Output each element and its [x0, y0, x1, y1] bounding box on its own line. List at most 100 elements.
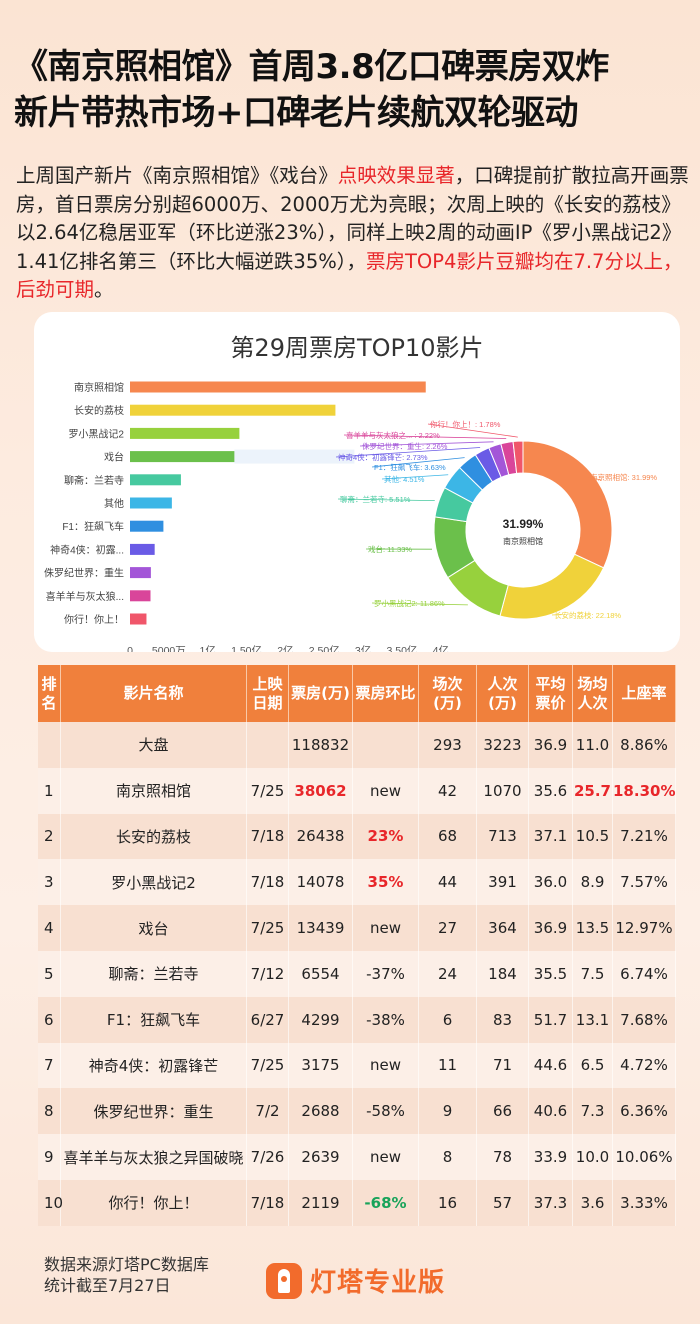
table-cell-occ: 7.21% [613, 813, 676, 860]
table-cell-box: 6554 [289, 950, 353, 997]
x-tick-label: 3亿 [355, 644, 371, 652]
table-header-cell: 上映日期 [247, 665, 289, 722]
table-cell-shows: 6 [419, 996, 477, 1043]
table-cell-rank: 4 [38, 905, 61, 951]
table-header-cell: 排名 [38, 665, 61, 722]
table-header-cell: 票房环比 [353, 665, 419, 722]
x-tick-label: 2.50亿 [309, 644, 340, 652]
table-body: 大盘 118832 293 3223 36.9 11.0 8.86% 1 南京照相馆 7/25 38… [38, 722, 676, 1226]
pie-center-label: 南京照相馆 [503, 536, 543, 546]
table-cell-box: 14078 [289, 859, 353, 906]
pie-slice-label: 神奇4侠：初露锋芒: 2.73% [338, 452, 428, 462]
table-cell-date: 7/18 [247, 1179, 289, 1226]
table-cell-rank [38, 722, 61, 768]
table-cell-date: 7/25 [247, 767, 289, 814]
table-cell-date: 7/2 [247, 1088, 289, 1135]
bar-category-label: 戏台 [104, 451, 124, 464]
bar-2 [130, 404, 336, 416]
table-row: 9 喜羊羊与灰太狼之异国破晓 7/26 2639 new 8 78 33.9 10.0 10.06… [38, 1134, 676, 1180]
table-cell-occ: 18.30% [613, 767, 676, 814]
table-cell-name: 你行！你上！ [61, 1179, 247, 1226]
table-cell-shows: 27 [419, 905, 477, 951]
x-tick-label: 1亿 [200, 644, 216, 652]
table-cell-adm: 184 [477, 950, 529, 997]
bar-6 [130, 497, 172, 509]
table-cell-shows: 24 [419, 950, 477, 997]
bar-category-label: 神奇4侠：初露... [50, 543, 124, 556]
table-cell-price: 33.9 [529, 1134, 573, 1180]
table-header-row: 排名 影片名称 上映日期 票房(万) 票房环比 场次(万) 人次(万) 平均票价 场均人次 上座率 [38, 665, 676, 722]
table-cell-avg: 7.3 [573, 1088, 613, 1135]
bar-category-label: 聊斋：兰若寺 [64, 474, 124, 487]
table-cell-avg: 8.9 [573, 859, 613, 906]
table-cell-avg: 6.5 [573, 1042, 613, 1089]
intro-text-1: 上周国产新片《南京照相馆》《戏台》 [16, 164, 338, 187]
table-cell-avg: 3.6 [573, 1179, 613, 1226]
table-row: 大盘 118832 293 3223 36.9 11.0 8.86% [38, 722, 676, 768]
pie-slice-label: 其他: 4.51% [384, 474, 425, 484]
table-cell-avg: 7.5 [573, 950, 613, 997]
table-cell-wow: -37% [353, 950, 419, 997]
table-cell-avg: 25.7 [573, 767, 613, 814]
bar-11 [130, 613, 147, 625]
table-cell-rank: 10 [38, 1179, 63, 1226]
bar-category-label: 喜羊羊与灰太狼... [46, 590, 124, 603]
table-cell-adm: 57 [477, 1179, 529, 1226]
bar-7 [130, 520, 164, 532]
table-cell-wow: new [353, 767, 419, 814]
table-cell-date: 7/12 [247, 950, 289, 997]
table-cell-shows: 16 [419, 1179, 477, 1226]
table-cell-rank: 1 [38, 767, 61, 814]
table-cell-rank: 6 [38, 996, 61, 1043]
table-cell-name: 罗小黑战记2 [61, 859, 247, 906]
table-cell-shows: 9 [419, 1088, 477, 1135]
table-cell-adm: 66 [477, 1088, 529, 1135]
table-cell-price: 37.1 [529, 813, 573, 860]
table-cell-avg: 13.5 [573, 905, 613, 951]
headline-line-1: 《南京照相馆》首周3.8亿口碑票房双炸 [14, 47, 609, 87]
pie-label-leader [359, 441, 494, 447]
table-cell-box: 2688 [289, 1088, 353, 1135]
x-tick-label: 1.50亿 [231, 644, 262, 652]
box-office-table-wrap: 排名 影片名称 上映日期 票房(万) 票房环比 场次(万) 人次(万) 平均票价 场均人次 上座率… [38, 665, 676, 1226]
pie-slice-label: F1：狂飙飞车: 3.63% [374, 462, 446, 472]
table-cell-box: 38062 [289, 767, 353, 814]
intro-highlight-1: 点映效果显著 [337, 164, 455, 187]
headline: 《南京照相馆》首周3.8亿口碑票房双炸 新片带热市场+口碑老片续航双轮驱动 [14, 44, 700, 136]
headline-line-2: 新片带热市场+口碑老片续航双轮驱动 [14, 93, 579, 133]
table-cell-name: 神奇4侠：初露锋芒 [61, 1042, 247, 1089]
table-cell-wow: new [353, 905, 419, 951]
pie-slice-label: 长安的荔枝: 22.18% [554, 610, 621, 620]
lighthouse-logo-icon [266, 1262, 302, 1299]
table-cell-wow [353, 722, 419, 768]
table-cell-name: 戏台 [61, 905, 247, 951]
pie-slice-2 [499, 553, 605, 620]
bar-category-label: 罗小黑战记2 [68, 428, 124, 440]
table-cell-wow: -68% [353, 1179, 419, 1226]
table-row: 2 长安的荔枝 7/18 26438 23% 68 713 37.1 10.5 7.21% [38, 813, 676, 860]
pie-center-value: 31.99% [503, 517, 544, 531]
bar-8 [130, 543, 155, 555]
table-cell-date: 7/18 [247, 813, 289, 860]
table-cell-price: 51.7 [529, 996, 573, 1043]
table-cell-name: F1：狂飙飞车 [61, 996, 247, 1043]
bar-category-label: 侏罗纪世界：重生 [44, 567, 124, 580]
pie-slice-label: 戏台: 11.33% [368, 544, 412, 554]
table-row: 1 南京照相馆 7/25 38062 new 42 1070 35.6 25.7 18.30% [38, 767, 676, 814]
intro-highlight-2: 票房TOP4影片豆瓣均在7.7分以上，后劲可期 [16, 249, 683, 302]
table-header-cell: 影片名称 [61, 665, 247, 722]
table-cell-box: 13439 [289, 905, 353, 951]
x-tick-label: 2亿 [277, 644, 293, 652]
table-cell-shows: 42 [419, 767, 477, 814]
pie-label-leader [343, 434, 507, 439]
table-cell-price: 37.3 [529, 1179, 573, 1226]
table-cell-name: 聊斋：兰若寺 [61, 950, 247, 997]
intro-text-3: 。 [94, 278, 114, 301]
pie-slice-1 [522, 440, 613, 569]
table-cell-price: 35.5 [529, 950, 573, 997]
pie-slice-label: 罗小黑战记2: 11.86% [374, 598, 445, 608]
table-cell-wow: -58% [353, 1088, 419, 1135]
bar-4 [130, 451, 235, 463]
table-cell-adm: 391 [477, 859, 529, 906]
table-cell-adm: 3223 [477, 722, 529, 768]
